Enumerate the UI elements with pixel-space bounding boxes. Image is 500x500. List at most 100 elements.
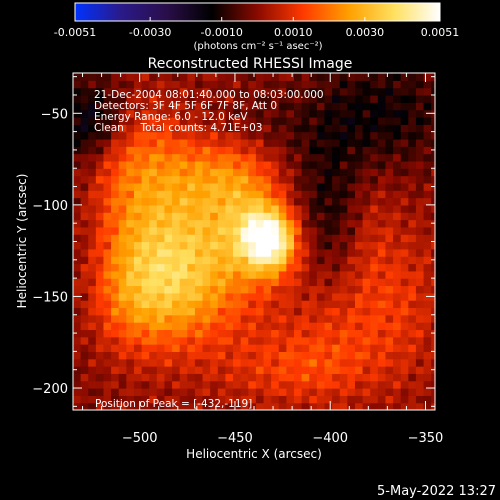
heatmap-cell: [187, 102, 196, 111]
heatmap-cell: [156, 175, 166, 184]
heatmap-cell: [263, 87, 272, 96]
heatmap-cell: [133, 270, 143, 279]
heatmap-cell: [172, 102, 181, 111]
heatmap-cell: [301, 402, 310, 410]
heatmap-cell: [339, 402, 348, 410]
heatmap-cell: [149, 212, 158, 221]
heatmap-cell: [194, 212, 204, 221]
heatmap-cell: [111, 146, 120, 155]
heatmap-cell: [377, 219, 387, 228]
heatmap-cell: [225, 388, 234, 396]
heatmap-cell: [179, 109, 188, 118]
heatmap-cell: [187, 248, 196, 257]
heatmap-cell: [103, 190, 112, 199]
heatmap-cell: [149, 256, 158, 265]
heatmap-cell: [156, 336, 166, 345]
heatmap-cell: [210, 212, 219, 221]
heatmap-cell: [431, 358, 435, 367]
heatmap-cell: [210, 270, 219, 279]
heatmap-cell: [263, 146, 272, 155]
heatmap-cell: [156, 388, 166, 396]
heatmap-cell: [80, 116, 89, 125]
heatmap-cell: [141, 94, 150, 103]
heatmap-cell: [294, 160, 303, 169]
heatmap-cell: [210, 204, 219, 213]
heatmap-cell: [233, 373, 242, 382]
heatmap-cell: [156, 380, 166, 389]
heatmap-cell: [286, 80, 295, 89]
heatmap-cell: [225, 146, 234, 155]
heatmap-cell: [88, 116, 97, 125]
heatmap-cell: [309, 124, 318, 133]
heatmap-cell: [156, 87, 166, 96]
heatmap-cell: [240, 102, 249, 111]
heatmap-cell: [187, 226, 196, 235]
heatmap-cell: [172, 380, 181, 389]
heatmap-cell: [179, 358, 188, 367]
heatmap-cell: [423, 146, 432, 155]
heatmap-cell: [217, 322, 227, 331]
heatmap-cell: [431, 373, 435, 382]
heatmap-cell: [385, 73, 394, 81]
heatmap-cell: [423, 388, 432, 396]
heatmap-cell: [111, 153, 120, 162]
heatmap-cell: [156, 278, 166, 287]
heatmap-cell: [156, 153, 166, 162]
heatmap-cell: [377, 358, 387, 367]
heatmap-cell: [393, 204, 402, 213]
heatmap-cell: [370, 336, 379, 345]
heatmap-cell: [156, 344, 166, 352]
heatmap-cell: [103, 219, 112, 228]
heatmap-cell: [370, 146, 379, 155]
heatmap-cell: [164, 373, 173, 382]
heatmap-cell: [88, 197, 97, 206]
heatmap-cell: [172, 322, 181, 331]
heatmap-cell: [301, 160, 310, 169]
heatmap-cell: [278, 109, 287, 118]
heatmap-cell: [187, 388, 196, 396]
heatmap-cell: [88, 314, 97, 323]
heatmap-cell: [164, 160, 173, 169]
heatmap-cell: [210, 329, 219, 338]
heatmap-cell: [172, 351, 181, 360]
heatmap-cell: [271, 116, 280, 125]
heatmap-cell: [210, 182, 219, 191]
heatmap-cell: [393, 182, 402, 191]
heatmap-cell: [225, 380, 234, 389]
heatmap-cell: [370, 248, 379, 257]
heatmap-cell: [309, 241, 318, 250]
heatmap-cell: [248, 219, 257, 228]
heatmap-cell: [263, 314, 272, 323]
heatmap-cell: [210, 190, 219, 199]
heatmap-cell: [80, 80, 89, 89]
heatmap-cell: [111, 80, 120, 89]
heatmap-cell: [156, 226, 166, 235]
heatmap-cell: [126, 153, 135, 162]
heatmap-cell: [118, 116, 127, 125]
heatmap-cell: [278, 292, 287, 301]
heatmap-cell: [194, 248, 204, 257]
heatmap-cell: [172, 87, 181, 96]
heatmap-cell: [278, 190, 287, 199]
heatmap-cell: [370, 219, 379, 228]
heatmap-cell: [179, 175, 188, 184]
heatmap-cell: [240, 87, 249, 96]
heatmap-cell: [187, 373, 196, 382]
heatmap-cell: [324, 80, 333, 89]
heatmap-cell: [95, 278, 105, 287]
heatmap-cell: [172, 160, 181, 169]
heatmap-cell: [179, 73, 188, 81]
heatmap-cell: [217, 175, 227, 184]
heatmap-cell: [210, 124, 219, 133]
heatmap-cell: [225, 175, 234, 184]
heatmap-cell: [423, 263, 432, 272]
heatmap-cell: [347, 395, 356, 404]
heatmap-cell: [255, 175, 265, 184]
heatmap-cell: [309, 388, 318, 396]
heatmap-cell: [316, 351, 326, 360]
heatmap-cell: [294, 204, 303, 213]
heatmap-cell: [423, 278, 432, 287]
heatmap-cell: [111, 87, 120, 96]
heatmap-cell: [233, 212, 242, 221]
heatmap-cell: [210, 197, 219, 206]
